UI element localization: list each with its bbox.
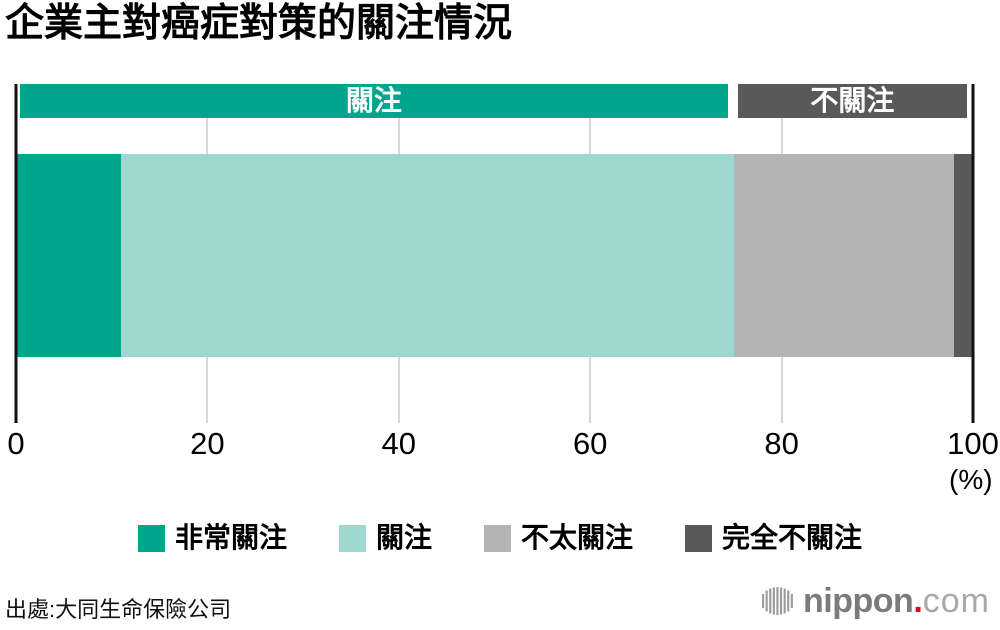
bar-segment-0 — [16, 154, 122, 357]
legend-label-1: 關注 — [375, 522, 432, 553]
group-header-0: 關注 — [20, 84, 728, 118]
bar-segment-1 — [121, 154, 734, 357]
axis-unit-label: (%) — [949, 464, 993, 495]
legend-label-3: 完全不關注 — [722, 522, 863, 553]
x-tick-label-20: 20 — [190, 426, 225, 461]
legend-swatch-1 — [338, 524, 366, 552]
group-header-row: 關注 不關注 — [16, 84, 973, 118]
gridline-0 — [14, 84, 18, 423]
x-tick-label-80: 80 — [764, 426, 799, 461]
chart-title: 企業主對癌症對策的關注情況 — [5, 2, 513, 45]
legend: 非常關注 關注 不太關注 完全不關注 — [0, 524, 1000, 552]
legend-label-2: 不太關注 — [521, 522, 634, 553]
x-tick-label-60: 60 — [572, 426, 608, 461]
source-label: 出處:大同生命保險公司 — [5, 597, 232, 622]
gridline-100 — [971, 84, 975, 423]
logo-word-bold: nippon — [803, 582, 914, 620]
x-tick-label-0: 0 — [7, 426, 25, 461]
legend-swatch-2 — [484, 524, 511, 552]
legend-item-2: 不太關注 — [484, 524, 633, 552]
legend-swatch-0 — [137, 524, 165, 552]
chart-plot-area: 關注 不關注 0 20 40 60 80 100 (%) — [7, 84, 999, 494]
nippon-logo-wordmark: nippon.com — [803, 584, 990, 618]
legend-item-1: 關注 — [338, 522, 432, 553]
legend-item-0: 非常關注 — [137, 522, 287, 553]
nippon-logo-icon — [762, 587, 793, 615]
stacked-bar — [16, 154, 973, 357]
legend-swatch-3 — [685, 524, 713, 552]
nippon-logo: nippon.com — [761, 584, 990, 618]
x-tick-label-40: 40 — [381, 426, 417, 461]
bar-segment-3 — [953, 154, 973, 357]
legend-item-3: 完全不關注 — [685, 524, 862, 552]
group-header-1: 不關注 — [737, 84, 967, 118]
x-tick-label-100: 100 — [947, 426, 999, 461]
bar-segment-2 — [733, 154, 954, 357]
logo-red-dot: . — [913, 582, 923, 620]
legend-label-0: 非常關注 — [174, 522, 287, 553]
x-axis-tick-labels: 0 20 40 60 80 100 — [7, 426, 998, 464]
logo-word-light: com — [922, 582, 990, 620]
